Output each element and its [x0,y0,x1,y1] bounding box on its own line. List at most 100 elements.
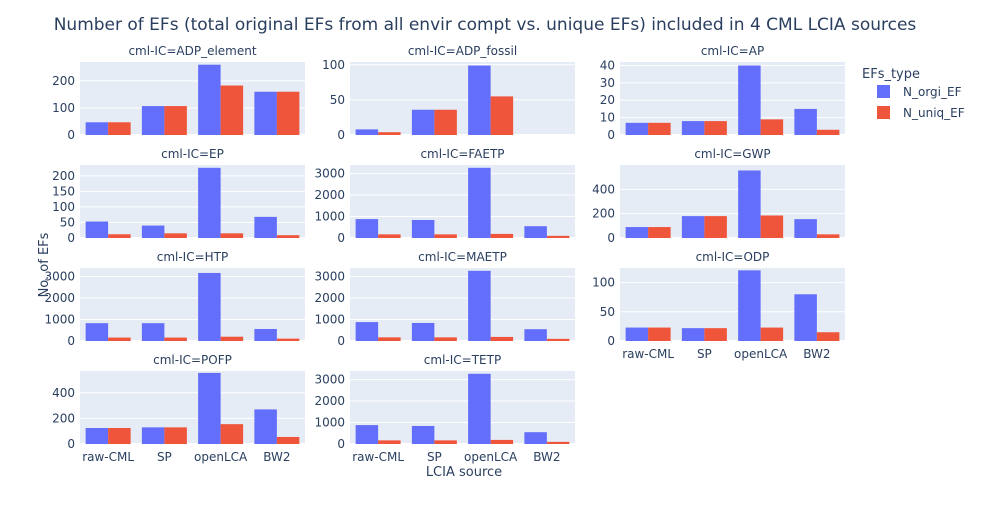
bar-N_uniq_EF [276,338,300,341]
y-tick-label: 400 [592,182,615,196]
y-tick-label: 3000 [314,373,345,387]
bar-N_uniq_EF [164,106,187,135]
x-tick-label: raw-CML [82,450,134,464]
x-tick-label: openLCA [464,450,518,464]
bar-N_uniq_EF [378,337,401,341]
panel-background [80,268,305,341]
y-tick-label: 0 [607,128,615,142]
y-tick-label: 0 [67,437,75,451]
y-tick-label: 2000 [314,188,345,202]
bar-N_orgi_EF [411,219,435,238]
panel-title: cml-IC=ODP [696,250,770,264]
y-tick-label: 20 [600,93,615,107]
bar-N_orgi_EF [524,329,547,341]
panels-group: cml-IC=ADP_element0100200cml-IC=ADP_foss… [44,44,845,464]
bar-N_orgi_EF [254,91,277,135]
y-tick-label: 1000 [314,210,345,224]
panel-title: cml-IC=TETP [424,353,501,367]
bar-N_uniq_EF [108,122,131,135]
bar-N_orgi_EF [198,272,221,341]
bar-N_uniq_EF [816,332,840,341]
bar-N_orgi_EF [681,216,705,238]
bar-N_uniq_EF [648,327,671,341]
y-tick-label: 50 [600,305,615,319]
bar-N_uniq_EF [220,85,244,135]
bar-N_uniq_EF [378,132,401,135]
y-tick-label: 30 [600,76,615,90]
panel: cml-IC=POFP 0 200 400 raw-CML SP openLCA BW2 [52,353,305,464]
y-tick-label: 3000 [314,167,345,181]
panel-background [350,371,575,444]
bar-N_uniq_EF [434,440,457,444]
legend-swatch [877,85,890,98]
y-tick-label: 100 [592,276,615,290]
y-tick-label: 0 [337,231,345,245]
x-tick-label: SP [157,450,172,464]
bar-N_orgi_EF [738,270,761,341]
x-axis-title: LCIA source [426,465,502,480]
bar-N_uniq_EF [546,338,570,341]
y-tick-label: 0 [337,334,345,348]
panel-title: cml-IC=POFP [153,353,232,367]
bar-N_orgi_EF [524,432,547,444]
x-tick-label: BW2 [803,347,830,361]
bar-N_uniq_EF [648,227,671,238]
y-tick-label: 0 [67,128,75,142]
y-tick-label: 200 [52,411,75,425]
bar-N_orgi_EF [468,167,491,238]
bar-N_uniq_EF [276,91,300,135]
panel-title: cml-IC=AP [701,44,764,58]
legend-swatch [877,106,890,119]
bar-N_orgi_EF [411,322,435,341]
panel: cml-IC=ODP 0 50 100 raw-CML SP openLCA BW2 [592,250,845,361]
y-tick-label: 0 [607,231,615,245]
bar-N_orgi_EF [738,170,761,238]
panel: cml-IC=ADP_fossil 0 50 100 [322,44,575,142]
bar-N_orgi_EF [141,225,165,238]
bar-N_orgi_EF [355,219,379,238]
panel: cml-IC=TETP 0 1000 2000 3000 raw-CML SP openLCA… [314,353,575,464]
bar-N_uniq_EF [704,328,727,341]
y-tick-label: 0 [337,437,345,451]
x-tick-label: SP [697,347,712,361]
panel-title: cml-IC=FAETP [420,147,504,161]
bar-N_orgi_EF [468,373,491,444]
bar-N_orgi_EF [355,322,379,341]
bar-N_uniq_EF [490,233,514,238]
legend: EFs_type N_orgi_EF N_uniq_EF [862,67,965,120]
bar-N_orgi_EF [355,129,379,135]
bar-N_orgi_EF [85,323,109,341]
legend-label: N_orgi_EF [903,85,962,99]
y-tick-label: 2000 [44,291,75,305]
bar-N_uniq_EF [220,424,244,444]
panel: cml-IC=ADP_element 0 100 200 [52,44,305,142]
panel-title: cml-IC=GWP [694,147,770,161]
y-tick-label: 100 [52,101,75,115]
y-tick-label: 1000 [44,313,75,327]
y-tick-label: 400 [52,386,75,400]
panel-title: cml-IC=MAETP [418,250,507,264]
x-tick-label: openLCA [734,347,788,361]
x-tick-label: raw-CML [622,347,674,361]
bar-N_orgi_EF [681,328,705,341]
y-tick-label: 2000 [314,291,345,305]
chart-title: Number of EFs (total original EFs from a… [54,15,917,35]
y-tick-label: 0 [67,334,75,348]
bar-N_uniq_EF [704,216,727,238]
bar-N_uniq_EF [704,121,727,135]
bar-N_uniq_EF [220,336,244,341]
bar-N_uniq_EF [276,235,300,238]
bar-N_orgi_EF [738,65,761,135]
y-tick-label: 150 [52,184,75,198]
bar-N_orgi_EF [85,221,109,238]
bar-N_orgi_EF [85,122,109,135]
legend-label: N_uniq_EF [903,106,965,120]
bar-N_orgi_EF [468,65,491,135]
y-tick-label: 0 [337,128,345,142]
bar-N_uniq_EF [546,235,570,238]
panel: cml-IC=HTP 0 1000 2000 3000 [44,250,305,348]
y-tick-label: 1000 [314,313,345,327]
y-tick-label: 3000 [314,270,345,284]
y-tick-label: 50 [60,215,75,229]
